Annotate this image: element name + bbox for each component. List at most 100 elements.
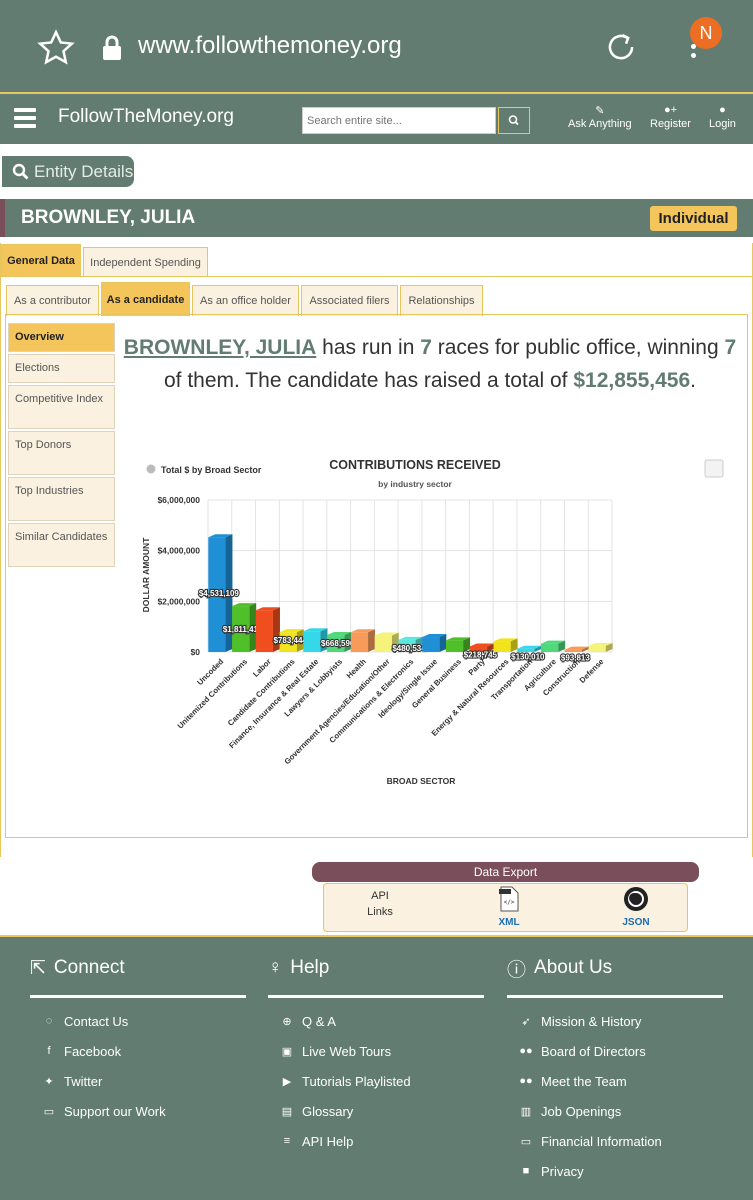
bookmark-star-icon[interactable]	[36, 28, 76, 68]
entity-name-bar: BROWNLEY, JULIA	[0, 199, 753, 237]
bar-top	[255, 607, 280, 611]
footer-link-twitter[interactable]: ✦ Twitter	[30, 1066, 246, 1096]
candidate-name-link[interactable]: BROWNLEY, JULIA	[123, 336, 317, 359]
footer-link-facebook[interactable]: f Facebook	[30, 1036, 246, 1066]
bar-top	[588, 642, 613, 646]
subtab-as-candidate[interactable]: As a candidate	[101, 282, 190, 316]
bar-top	[517, 645, 542, 649]
facebook-icon: f	[47, 1045, 51, 1057]
chart-title: CONTRIBUTIONS RECEIVED	[329, 458, 501, 472]
bar-energy-natural-resources	[493, 641, 511, 652]
data-label: $4,531,109	[199, 589, 240, 598]
share-icon: ⇱	[30, 957, 46, 979]
bar-top	[469, 643, 494, 647]
subtab-as-office-holder[interactable]: As an office holder	[192, 285, 299, 316]
users-icon: ●●	[519, 1045, 533, 1057]
bar-side	[225, 534, 233, 652]
sidenav-similar-candidates[interactable]: Similar Candidates	[8, 523, 115, 567]
tab-general-data[interactable]: General Data	[1, 244, 81, 277]
bus-icon: ▣	[281, 1045, 293, 1058]
chart-subtitle: by industry sector	[378, 479, 452, 489]
footer-link-glossary[interactable]: ▤ Glossary	[281, 1103, 354, 1119]
data-label: $668,596	[321, 639, 355, 648]
bar-candidate-contributions	[279, 632, 297, 652]
bar-side	[391, 632, 399, 652]
sidenav-competitive-index[interactable]: Competitive Index	[8, 385, 115, 429]
subtab-relationships[interactable]: Relationships	[400, 285, 483, 316]
footer-link-qa[interactable]: ⊕ Q & A	[268, 1006, 484, 1036]
api-links-label: API Links	[367, 890, 393, 918]
subtab-associated-filers[interactable]: Associated filers	[301, 285, 398, 316]
bar-side	[534, 645, 542, 652]
footer-link-jobs[interactable]: ▥ Job Openings	[520, 1103, 622, 1119]
ask-anything-button[interactable]: ✎ Ask Anything	[568, 105, 632, 130]
search-button[interactable]	[498, 107, 530, 134]
data-label: $218,745	[464, 650, 498, 659]
json-export-link[interactable]: JSON	[616, 886, 656, 928]
bar-top	[232, 603, 257, 607]
users-icon: ●●	[519, 1075, 533, 1087]
y-tick-label: $4,000,000	[157, 546, 200, 556]
total-raised: $12,855,456	[573, 369, 691, 392]
footer-link-api-help[interactable]: ≡ API Help	[268, 1126, 484, 1156]
more-menu-icon[interactable]	[691, 44, 697, 62]
bar-lawyers-lobbyists	[327, 635, 345, 652]
footer-help: ♀ Help ⊕ Q & A ▣ Live Web Tours ▶ Tutorials …	[268, 955, 484, 1156]
site-search-input[interactable]	[302, 107, 496, 134]
bar-top	[208, 534, 233, 538]
data-export-panel: API Links </> XML JSON	[323, 883, 688, 932]
bar-party	[469, 646, 487, 652]
footer-connect: ⇱ Connect ◌ Contact Us f Facebook ✦ Twitter …	[30, 955, 246, 1126]
login-button[interactable]: ● Login	[709, 104, 736, 130]
bar-health	[350, 632, 369, 652]
bar-top	[493, 638, 518, 642]
bar-top	[445, 637, 471, 641]
footer-link-financial[interactable]: ▭ Financial Information	[520, 1133, 662, 1149]
chat-icon: ◌	[45, 1015, 53, 1027]
hamburger-menu-icon[interactable]	[14, 108, 36, 128]
xml-file-icon: </>	[499, 886, 519, 912]
footer-link-web-tours[interactable]: ▣ Live Web Tours	[281, 1043, 392, 1059]
svg-text:</>: </>	[504, 899, 515, 906]
sidenav-top-donors[interactable]: Top Donors	[8, 431, 115, 475]
footer-link-team[interactable]: ●● Meet the Team	[519, 1073, 627, 1089]
x-tick-label: Party	[467, 657, 488, 678]
bar-top	[279, 629, 304, 633]
chart-menu-button[interactable]	[704, 459, 724, 478]
sidenav-elections[interactable]: Elections	[8, 354, 115, 383]
xml-export-link[interactable]: </> XML	[492, 886, 526, 928]
bar-side	[463, 637, 471, 652]
lock-icon: ■	[522, 1165, 530, 1177]
footer-link-contact-us[interactable]: ◌ Contact Us	[30, 1006, 246, 1036]
site-brand[interactable]: FollowTheMoney.org	[58, 106, 235, 127]
y-tick-label: $6,000,000	[157, 495, 200, 505]
address-bar[interactable]: www.followthemoney.org	[138, 32, 402, 59]
bar-side	[605, 642, 613, 652]
entity-type-badge: Individual	[650, 206, 737, 231]
json-logo-icon	[624, 887, 648, 911]
lock-icon	[103, 35, 121, 60]
footer-link-support[interactable]: ▭ Support our Work	[43, 1103, 166, 1119]
site-footer: ⇱ Connect ◌ Contact Us f Facebook ✦ Twitter …	[0, 935, 753, 1200]
candidate-summary: BROWNLEY, JULIA has run in 7 races for p…	[123, 336, 737, 392]
content-panel	[5, 314, 748, 838]
footer-link-mission[interactable]: ➶ Mission & History	[507, 1006, 723, 1036]
data-label: $480,534	[392, 644, 426, 653]
rocket-icon: ➶	[521, 1015, 531, 1028]
footer-link-privacy[interactable]: ■ Privacy	[507, 1156, 723, 1186]
bar-uncoded	[208, 537, 226, 652]
reload-icon[interactable]	[602, 28, 640, 66]
search-icon	[12, 163, 29, 180]
profile-avatar[interactable]: N	[690, 17, 722, 49]
bar-top	[303, 628, 328, 632]
bar-ideology-single-issue	[422, 637, 440, 652]
sidenav-top-industries[interactable]: Top Industries	[8, 477, 115, 521]
register-button[interactable]: ●+ Register	[650, 104, 691, 130]
bar-side	[296, 629, 304, 652]
user-plus-icon: ●+	[663, 104, 678, 116]
sidenav-overview[interactable]: Overview	[8, 323, 115, 352]
footer-link-tutorials[interactable]: ▶ Tutorials Playlisted	[268, 1066, 484, 1096]
tab-independent-spending[interactable]: Independent Spending	[83, 247, 208, 277]
footer-link-board[interactable]: ●● Board of Directors	[519, 1043, 646, 1059]
subtab-as-contributor[interactable]: As a contributor	[6, 285, 99, 316]
